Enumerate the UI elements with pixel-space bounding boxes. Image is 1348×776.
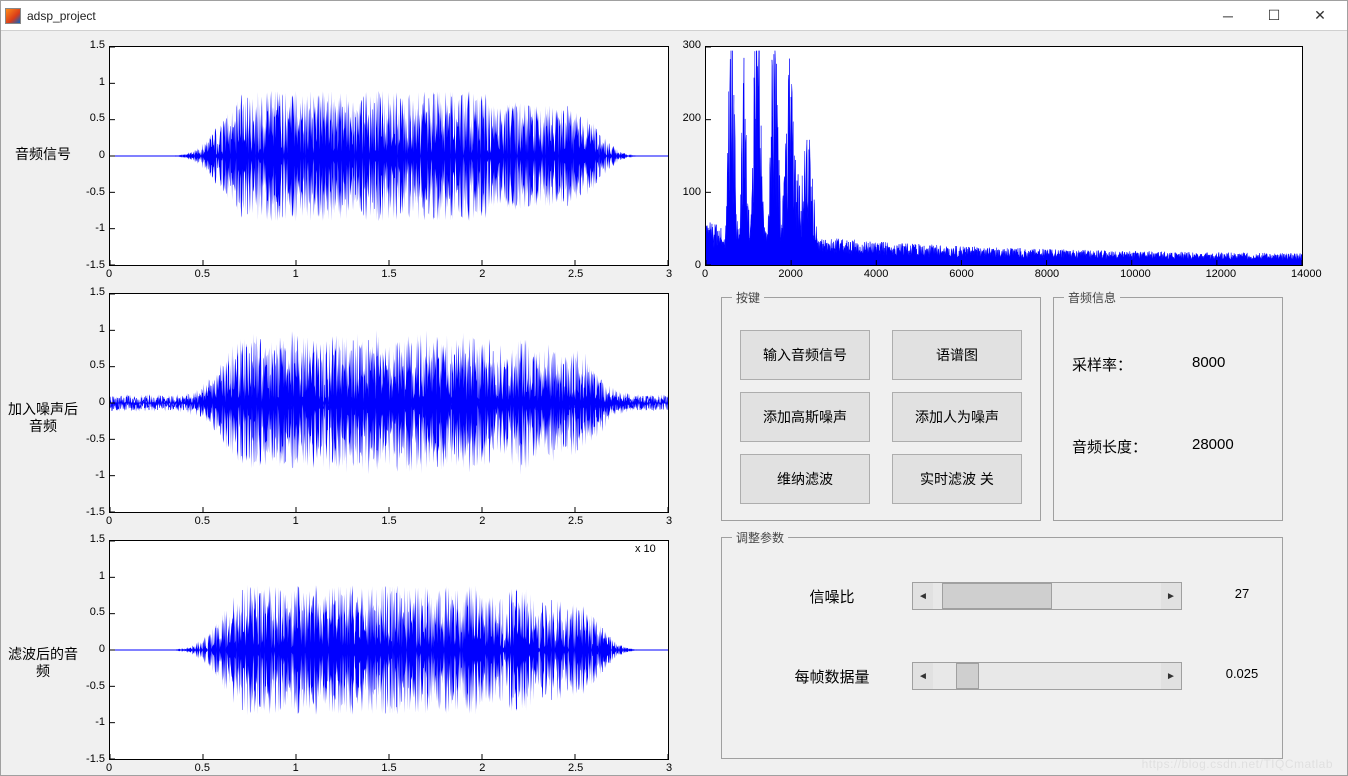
info-length-label: 音频长度： [1072,436,1147,457]
y-tick: 1 [73,570,105,582]
x-tick: 0.5 [190,515,214,527]
y-tick: 300 [669,39,701,51]
x-tick: 1 [284,515,308,527]
y-tick: -0.5 [73,186,105,198]
x-tick: 6000 [949,268,973,280]
plot1-ylabel: 音频信号 [3,146,83,163]
x-tick: 2.5 [564,515,588,527]
btn-add-gaussian[interactable]: 添加高斯噪声 [740,392,870,442]
y-tick: 0 [73,643,105,655]
y-tick: -1 [73,716,105,728]
x-tick: 14000 [1291,268,1315,280]
x-tick: 2.5 [564,268,588,280]
y-tick: 200 [669,112,701,124]
btn-add-artificial[interactable]: 添加人为噪声 [892,392,1022,442]
plot3-ylabel: 滤波后的音频 [3,646,83,680]
maximize-button[interactable]: ☐ [1251,1,1297,31]
y-tick: 0.5 [73,359,105,371]
x-tick: 0.5 [190,762,214,774]
y-tick: 0 [73,149,105,161]
slider-snr-right[interactable]: ► [1161,583,1181,609]
y-tick: 0.5 [73,112,105,124]
y-tick: -1 [73,469,105,481]
x-tick: 3 [657,515,681,527]
x-tick: 0.5 [190,268,214,280]
slider-frame-left[interactable]: ◄ [913,663,933,689]
slider-snr-label: 信噪比 [782,586,882,607]
slider-snr-left[interactable]: ◄ [913,583,933,609]
params-panel-legend: 调整参数 [732,529,788,546]
buttons-panel: 按键 输入音频信号 语谱图 添加高斯噪声 添加人为噪声 维纳滤波 实时滤波 关 [721,289,1041,521]
slider-frame-right[interactable]: ► [1161,663,1181,689]
window-title: adsp_project [27,9,96,23]
plot-spectrum [705,46,1303,266]
buttons-panel-legend: 按键 [732,289,764,306]
close-button[interactable]: ✕ [1297,1,1343,31]
info-length-value: 28000 [1192,436,1234,453]
figure-content: 音频信号 加入噪声后音频 滤波后的音频 x 10 按键 输入音频信号 语谱图 添… [1,31,1347,775]
slider-frame-track[interactable] [933,663,1161,689]
btn-wiener-filter[interactable]: 维纳滤波 [740,454,870,504]
info-samplerate-value: 8000 [1192,354,1225,371]
x-tick: 1.5 [377,268,401,280]
minimize-button[interactable]: ─ [1205,1,1251,31]
params-panel: 调整参数 信噪比 ◄ ► 27 每帧数据量 ◄ ► 0.025 [721,529,1283,759]
y-tick: -0.5 [73,433,105,445]
slider-frame[interactable]: ◄ ► [912,662,1182,690]
x-tick: 3 [657,762,681,774]
plot-filtered-audio [109,540,669,760]
info-panel-legend: 音频信息 [1064,289,1120,306]
x-tick: 2000 [778,268,802,280]
y-tick: 1.5 [73,533,105,545]
titlebar: adsp_project ─ ☐ ✕ [1,1,1347,31]
x-tick: 1 [284,762,308,774]
x-tick: 8000 [1035,268,1059,280]
y-tick: 1.5 [73,286,105,298]
plot3-exponent: x 10 [635,543,656,555]
y-tick: 1.5 [73,39,105,51]
x-tick: 2 [470,515,494,527]
plot-audio-signal [109,46,669,266]
plot2-ylabel: 加入噪声后音频 [3,401,83,435]
slider-snr-thumb[interactable] [942,583,1051,609]
app-window: adsp_project ─ ☐ ✕ 音频信号 加入噪声后音频 滤波后的音频 x… [0,0,1348,776]
btn-load-audio[interactable]: 输入音频信号 [740,330,870,380]
x-tick: 1 [284,268,308,280]
y-tick: 1 [73,76,105,88]
y-tick: 100 [669,186,701,198]
x-tick: 12000 [1206,268,1230,280]
info-samplerate-label: 采样率： [1072,354,1132,375]
info-panel: 音频信息 采样率： 8000 音频长度： 28000 [1053,289,1283,521]
plot-noisy-audio [109,293,669,513]
x-tick: 2 [470,268,494,280]
btn-realtime-filter[interactable]: 实时滤波 关 [892,454,1022,504]
x-tick: 1.5 [377,762,401,774]
y-tick: -0.5 [73,680,105,692]
y-tick: -1.5 [73,259,105,271]
slider-snr-value: 27 [1212,586,1272,601]
slider-frame-value: 0.025 [1207,666,1277,681]
y-tick: -1.5 [73,506,105,518]
slider-frame-label: 每帧数据量 [762,666,902,687]
slider-snr[interactable]: ◄ ► [912,582,1182,610]
x-tick: 10000 [1120,268,1144,280]
app-icon [5,8,21,24]
x-tick: 2.5 [564,762,588,774]
x-tick: 1.5 [377,515,401,527]
slider-frame-thumb[interactable] [956,663,979,689]
slider-snr-track[interactable] [933,583,1161,609]
y-tick: 0 [669,259,701,271]
watermark: https://blog.csdn.net/TIQCmatlab [1142,757,1333,771]
x-tick: 2 [470,762,494,774]
y-tick: 1 [73,323,105,335]
y-tick: 0.5 [73,606,105,618]
x-tick: 4000 [864,268,888,280]
btn-spectrogram[interactable]: 语谱图 [892,330,1022,380]
y-tick: -1.5 [73,753,105,765]
y-tick: -1 [73,222,105,234]
y-tick: 0 [73,396,105,408]
